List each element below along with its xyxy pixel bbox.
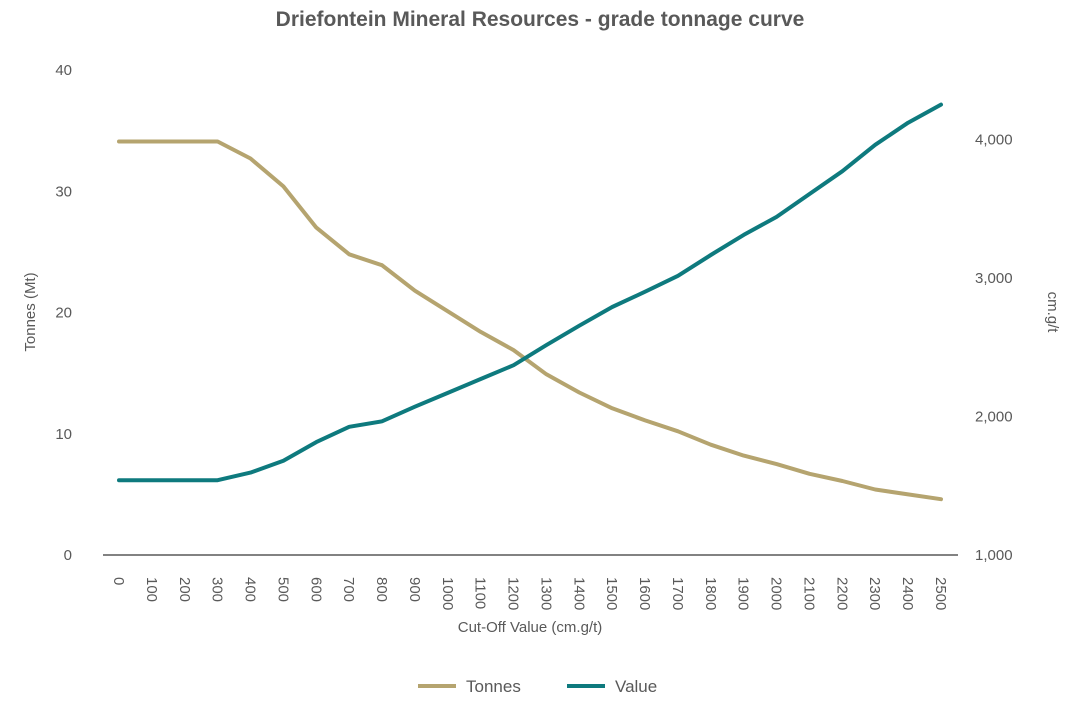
x-tick-label: 100 [143, 577, 160, 602]
left-axis-ticks: 0 10 20 30 40 [55, 62, 72, 564]
chart-title: Driefontein Mineral Resources - grade to… [276, 8, 805, 31]
x-axis-label: Cut-Off Value (cm.g/t) [458, 619, 603, 636]
x-tick-label: 1800 [702, 577, 719, 610]
y-left-tick-label: 20 [55, 305, 72, 322]
y-axis-left-label: Tonnes (Mt) [22, 272, 39, 351]
y-left-tick-label: 30 [55, 183, 72, 200]
y-axis-right-label: cm.g/t [1044, 292, 1061, 334]
x-tick-label: 1200 [505, 577, 522, 610]
x-tick-label: 1900 [735, 577, 752, 610]
x-tick-label: 300 [209, 577, 226, 602]
x-tick-label: 1700 [669, 577, 686, 610]
x-tick-label: 700 [340, 577, 357, 602]
x-axis-ticks: 0 100 200 300 400 500 600 700 800 900 1000 1100 1200… [110, 577, 949, 610]
y-right-tick-label: 2,000 [975, 408, 1013, 425]
series-layer [117, 102, 943, 502]
x-tick-label: 1500 [603, 577, 620, 610]
legend-label-tonnes: Tonnes [466, 677, 521, 696]
legend-label-value: Value [615, 677, 657, 696]
legend: Tonnes Value [418, 677, 657, 696]
y-right-tick-label: 3,000 [975, 270, 1013, 287]
x-tick-label: 800 [373, 577, 390, 602]
x-tick-label: 900 [406, 577, 423, 602]
x-tick-label: 500 [274, 577, 291, 602]
y-right-tick-label: 4,000 [975, 131, 1013, 148]
x-tick-label: 2100 [800, 577, 817, 610]
x-tick-label: 400 [242, 577, 259, 602]
x-tick-label: 600 [307, 577, 324, 602]
y-left-tick-label: 0 [64, 547, 72, 564]
x-tick-label: 2300 [866, 577, 883, 610]
x-tick-label: 1300 [537, 577, 554, 610]
x-tick-label: 2000 [768, 577, 785, 610]
right-axis-ticks: 1,000 2,000 3,000 4,000 [975, 131, 1013, 564]
series-line-value [117, 102, 943, 483]
x-tick-label: 1600 [636, 577, 653, 610]
y-left-tick-label: 10 [55, 426, 72, 443]
x-tick-label: 2200 [833, 577, 850, 610]
x-tick-label: 0 [110, 577, 127, 585]
x-tick-label: 1000 [439, 577, 456, 610]
series-line-tonnes [117, 139, 943, 502]
x-tick-label: 1100 [472, 577, 489, 609]
x-tick-label: 1400 [570, 577, 587, 610]
x-tick-label: 200 [176, 577, 193, 602]
x-tick-label: 2500 [932, 577, 949, 610]
y-right-tick-label: 1,000 [975, 547, 1013, 564]
y-left-tick-label: 40 [55, 62, 72, 79]
x-tick-label: 2400 [899, 577, 916, 610]
